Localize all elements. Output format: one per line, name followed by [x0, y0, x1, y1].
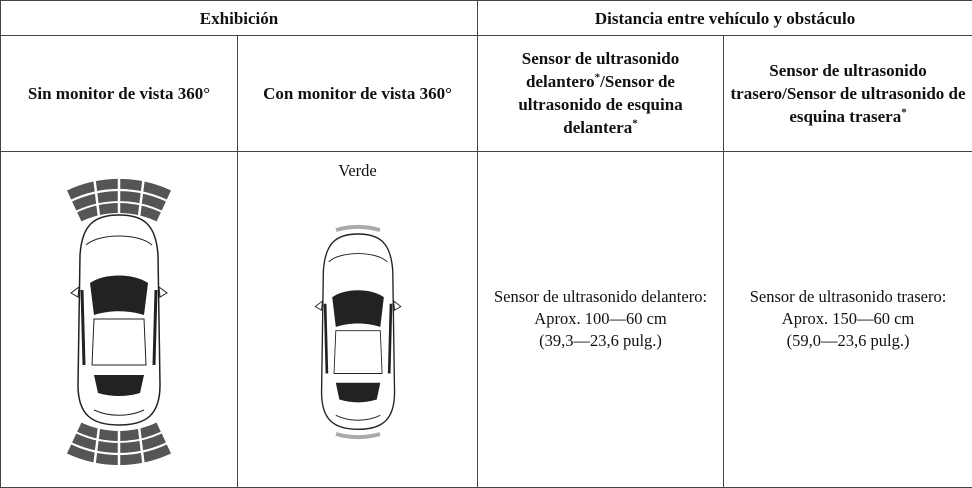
text-line: (39,3—23,6 pulg.): [539, 331, 662, 351]
text-line: Aprox. 100—60 cm: [534, 309, 667, 329]
subheader-cell: Sensor de ultrasonido delantero*/Sensor …: [477, 35, 725, 152]
car-360: [313, 224, 403, 439]
asterisk: *: [901, 106, 907, 119]
subheader-text: Sensor de ultrasonido delantero: [521, 49, 680, 92]
color-label: Verde: [338, 160, 377, 180]
distance-cell: Sensor de ultrasonido trasero: Aprox. 15…: [723, 150, 972, 488]
subheader-cell: Sensor de ultrasonido trasero/Sensor de …: [723, 35, 972, 152]
text-line: Aprox. 150—60 cm: [781, 309, 915, 329]
text-line: Sensor de ultrasonido delantero:: [493, 287, 708, 307]
subheader-text: Sensor de ultrasonido trasero/Sensor de …: [730, 60, 966, 126]
text-line: (59,0—23,6 pulg.): [786, 331, 910, 351]
header-cell: Distancia entre vehículo y obstáculo: [477, 0, 972, 37]
car-with-sensors: [66, 171, 172, 472]
subheader-text: /Sensor de ultrasonido de esquina delant…: [518, 72, 683, 138]
text-line: Sensor de ultrasonido trasero:: [749, 287, 947, 307]
subheader-cell: Con monitor de vista 360°: [236, 35, 479, 152]
subheader-cell: Sin monitor de vista 360°: [0, 35, 238, 152]
asterisk: *: [594, 71, 601, 84]
image-cell: [0, 150, 238, 488]
asterisk: *: [632, 117, 638, 130]
subheader-text: Con monitor de vista 360°: [263, 83, 452, 103]
image-cell: Verde: [236, 150, 479, 488]
subheader-text: Sin monitor de vista 360°: [27, 83, 211, 103]
header-cell: Exhibición: [0, 0, 479, 37]
distance-cell: Sensor de ultrasonido delantero: Aprox. …: [477, 150, 725, 488]
